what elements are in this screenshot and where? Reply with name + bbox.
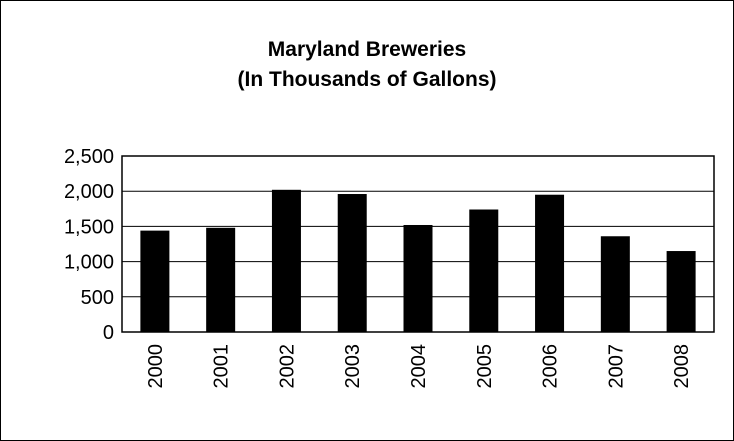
x-tick-label: 2000 xyxy=(145,344,167,389)
chart-subtitle: (In Thousands of Gallons) xyxy=(237,68,497,91)
y-tick-label: 1,000 xyxy=(64,252,114,274)
x-axis-ticks: 2000 2001 2002 2003 2004 2005 2006 2007 2008 xyxy=(145,344,693,389)
bars xyxy=(140,189,696,332)
y-tick-label: 1,500 xyxy=(64,216,114,238)
y-tick-label: 500 xyxy=(81,287,114,309)
y-axis-ticks: 0 500 1,000 1,500 2,000 2,500 xyxy=(64,146,114,344)
bar-2006 xyxy=(535,194,565,332)
x-tick-label: 2008 xyxy=(671,344,693,389)
x-tick-label: 2002 xyxy=(276,344,298,389)
x-tick-label: 2005 xyxy=(474,344,496,389)
x-tick-label: 2001 xyxy=(211,344,233,389)
x-tick-label: 2003 xyxy=(342,344,364,389)
bar-2005 xyxy=(469,209,499,332)
x-tick-label: 2004 xyxy=(408,344,430,389)
y-tick-label: 2,000 xyxy=(64,181,114,203)
chart-title: Maryland Breweries xyxy=(267,38,467,61)
bar-2001 xyxy=(206,227,236,332)
x-tick-label: 2006 xyxy=(540,344,562,389)
bar-2000 xyxy=(140,230,170,332)
y-tick-label: 2,500 xyxy=(64,146,114,168)
bar-2008 xyxy=(666,251,696,332)
plot-area xyxy=(121,155,715,333)
bar-2003 xyxy=(337,194,367,332)
bar-2007 xyxy=(600,236,630,332)
bar-2002 xyxy=(271,189,301,332)
x-tick-label: 2007 xyxy=(605,344,627,389)
bar-2004 xyxy=(403,224,433,332)
y-tick-label: 0 xyxy=(103,322,114,344)
